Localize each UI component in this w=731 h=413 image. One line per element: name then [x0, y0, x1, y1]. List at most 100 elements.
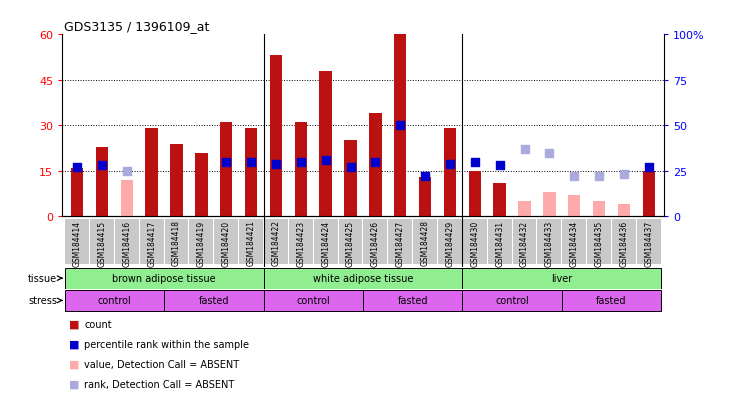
Bar	[90, 220, 114, 264]
Bar	[463, 268, 662, 289]
Text: GDS3135 / 1396109_at: GDS3135 / 1396109_at	[64, 20, 210, 33]
Bar	[295, 123, 307, 217]
Bar	[140, 220, 164, 264]
Bar	[419, 178, 431, 217]
Text: GSM184414: GSM184414	[72, 220, 82, 266]
Text: GSM184432: GSM184432	[520, 220, 529, 266]
Bar	[220, 123, 232, 217]
Text: control: control	[296, 296, 330, 306]
Point	[245, 159, 257, 166]
Bar	[543, 192, 556, 217]
Text: GSM184415: GSM184415	[97, 220, 107, 266]
Point	[519, 146, 531, 153]
Bar	[121, 180, 133, 217]
Point	[319, 157, 331, 164]
Bar	[289, 220, 313, 264]
Bar	[263, 290, 363, 311]
Bar	[263, 268, 463, 289]
Bar	[270, 56, 282, 217]
Text: GSM184429: GSM184429	[445, 220, 455, 266]
Point	[643, 164, 655, 171]
Bar	[413, 220, 437, 264]
Text: ■: ■	[69, 319, 80, 329]
Point	[71, 164, 83, 171]
Bar	[65, 220, 89, 264]
Bar	[64, 268, 263, 289]
Bar	[394, 35, 406, 217]
Text: tissue: tissue	[28, 273, 57, 283]
Point	[344, 164, 356, 171]
Text: GSM184416: GSM184416	[122, 220, 132, 266]
Text: GSM184424: GSM184424	[321, 220, 330, 266]
Point	[370, 159, 382, 166]
Bar	[643, 171, 655, 217]
Text: GSM184434: GSM184434	[569, 220, 579, 266]
Bar	[618, 205, 630, 217]
Text: GSM184421: GSM184421	[246, 220, 256, 266]
Text: GSM184418: GSM184418	[172, 220, 181, 266]
Point	[544, 150, 556, 157]
Bar	[562, 290, 662, 311]
Bar	[369, 114, 382, 217]
Bar	[145, 129, 158, 217]
Point	[220, 159, 232, 166]
Bar	[469, 171, 481, 217]
Text: control: control	[97, 296, 132, 306]
Bar	[164, 220, 189, 264]
Bar	[344, 141, 357, 217]
Bar	[170, 144, 183, 217]
Text: GSM184420: GSM184420	[221, 220, 231, 266]
Text: white adipose tissue: white adipose tissue	[313, 273, 413, 283]
Text: GSM184433: GSM184433	[545, 220, 554, 266]
Text: GSM184430: GSM184430	[470, 220, 480, 266]
Point	[420, 173, 431, 180]
Bar	[493, 183, 506, 217]
Text: ■: ■	[69, 339, 80, 349]
Bar	[438, 220, 462, 264]
Point	[270, 161, 281, 168]
Point	[494, 163, 506, 169]
Bar	[587, 220, 611, 264]
Text: ■: ■	[69, 359, 80, 369]
Bar	[518, 202, 531, 217]
Bar	[71, 169, 83, 217]
Text: GSM184423: GSM184423	[296, 220, 306, 266]
Text: GSM184422: GSM184422	[271, 220, 281, 266]
Text: GSM184417: GSM184417	[147, 220, 156, 266]
Text: fasted: fasted	[398, 296, 428, 306]
Bar	[388, 220, 412, 264]
Text: count: count	[84, 319, 112, 329]
Bar	[189, 220, 213, 264]
Text: GSM184427: GSM184427	[395, 220, 405, 266]
Bar	[612, 220, 636, 264]
Bar	[562, 220, 586, 264]
Text: fasted: fasted	[199, 296, 229, 306]
Bar	[96, 147, 108, 217]
Bar	[537, 220, 561, 264]
Bar	[239, 220, 263, 264]
Bar	[637, 220, 661, 264]
Text: GSM184419: GSM184419	[197, 220, 206, 266]
Text: percentile rank within the sample: percentile rank within the sample	[84, 339, 249, 349]
Bar	[195, 153, 208, 217]
Bar	[64, 290, 164, 311]
Bar	[314, 220, 338, 264]
Point	[96, 163, 107, 169]
Bar	[463, 290, 562, 311]
Text: liver: liver	[551, 273, 572, 283]
Point	[569, 173, 580, 180]
Text: GSM184425: GSM184425	[346, 220, 355, 266]
Bar	[363, 220, 387, 264]
Bar	[164, 290, 263, 311]
Point	[618, 172, 630, 178]
Point	[121, 168, 132, 175]
Bar	[488, 220, 512, 264]
Point	[444, 161, 456, 168]
Bar	[245, 129, 257, 217]
Bar	[512, 220, 537, 264]
Point	[469, 159, 481, 166]
Bar	[593, 202, 605, 217]
Bar	[319, 71, 332, 217]
Bar	[214, 220, 238, 264]
Text: stress: stress	[29, 296, 57, 306]
